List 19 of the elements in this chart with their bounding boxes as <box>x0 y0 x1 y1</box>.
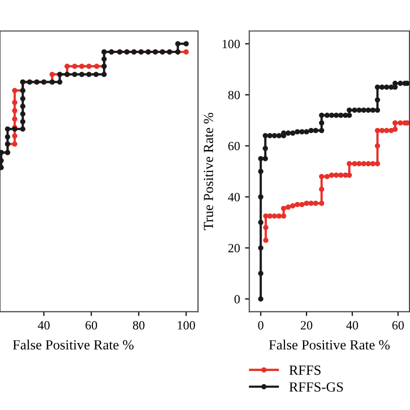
y-tick-label: 20 <box>228 244 240 252</box>
y-tick-label: 40 <box>228 192 240 202</box>
x-tick-label: 60 <box>392 321 404 330</box>
y-tick-label: 100 <box>222 40 240 48</box>
legend-label: RFFS <box>289 366 321 375</box>
x-tick-label: 60 <box>86 321 98 330</box>
y-tick-label: 0 <box>234 294 240 304</box>
y-tick-label: 60 <box>228 142 240 150</box>
x-axis-title: False Positive Rate % <box>12 340 134 350</box>
x-tick-label: 40 <box>346 321 358 330</box>
x-axis-title: False Positive Rate % <box>269 340 390 350</box>
x-tick-label: 80 <box>132 321 144 330</box>
y-axis-title: True Positive Rate % <box>204 112 214 230</box>
x-tick-label: 20 <box>300 321 312 330</box>
legend-label: RFFS-GS <box>289 382 343 392</box>
x-tick-label: 40 <box>38 321 50 330</box>
x-tick-label: 100 <box>178 321 196 330</box>
x-tick-label: 0 <box>258 321 264 330</box>
y-tick-label: 80 <box>228 90 240 100</box>
